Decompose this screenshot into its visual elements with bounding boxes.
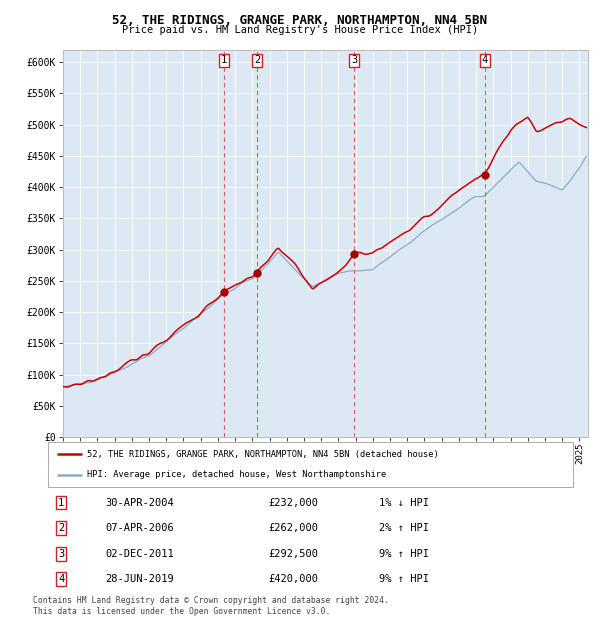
Text: 02-DEC-2011: 02-DEC-2011 bbox=[106, 549, 175, 559]
Text: 28-JUN-2019: 28-JUN-2019 bbox=[106, 574, 175, 584]
Text: 52, THE RIDINGS, GRANGE PARK, NORTHAMPTON, NN4 5BN: 52, THE RIDINGS, GRANGE PARK, NORTHAMPTO… bbox=[113, 14, 487, 27]
Text: £232,000: £232,000 bbox=[269, 498, 319, 508]
Text: 3: 3 bbox=[58, 549, 64, 559]
Text: £292,500: £292,500 bbox=[269, 549, 319, 559]
Text: 2: 2 bbox=[58, 523, 64, 533]
Text: 1: 1 bbox=[58, 498, 64, 508]
Text: HPI: Average price, detached house, West Northamptonshire: HPI: Average price, detached house, West… bbox=[88, 470, 386, 479]
Text: 4: 4 bbox=[58, 574, 64, 584]
Text: 07-APR-2006: 07-APR-2006 bbox=[106, 523, 175, 533]
Text: 9% ↑ HPI: 9% ↑ HPI bbox=[379, 549, 429, 559]
Text: £262,000: £262,000 bbox=[269, 523, 319, 533]
Text: Contains HM Land Registry data © Crown copyright and database right 2024.
This d: Contains HM Land Registry data © Crown c… bbox=[33, 596, 389, 616]
Text: 3: 3 bbox=[351, 55, 358, 66]
Text: 2% ↑ HPI: 2% ↑ HPI bbox=[379, 523, 429, 533]
Text: 1% ↓ HPI: 1% ↓ HPI bbox=[379, 498, 429, 508]
Text: 52, THE RIDINGS, GRANGE PARK, NORTHAMPTON, NN4 5BN (detached house): 52, THE RIDINGS, GRANGE PARK, NORTHAMPTO… bbox=[88, 450, 439, 459]
Text: Price paid vs. HM Land Registry's House Price Index (HPI): Price paid vs. HM Land Registry's House … bbox=[122, 25, 478, 35]
Text: 30-APR-2004: 30-APR-2004 bbox=[106, 498, 175, 508]
Text: 4: 4 bbox=[481, 55, 488, 66]
Text: 2: 2 bbox=[254, 55, 260, 66]
Text: 9% ↑ HPI: 9% ↑ HPI bbox=[379, 574, 429, 584]
Text: 1: 1 bbox=[220, 55, 227, 66]
Text: £420,000: £420,000 bbox=[269, 574, 319, 584]
